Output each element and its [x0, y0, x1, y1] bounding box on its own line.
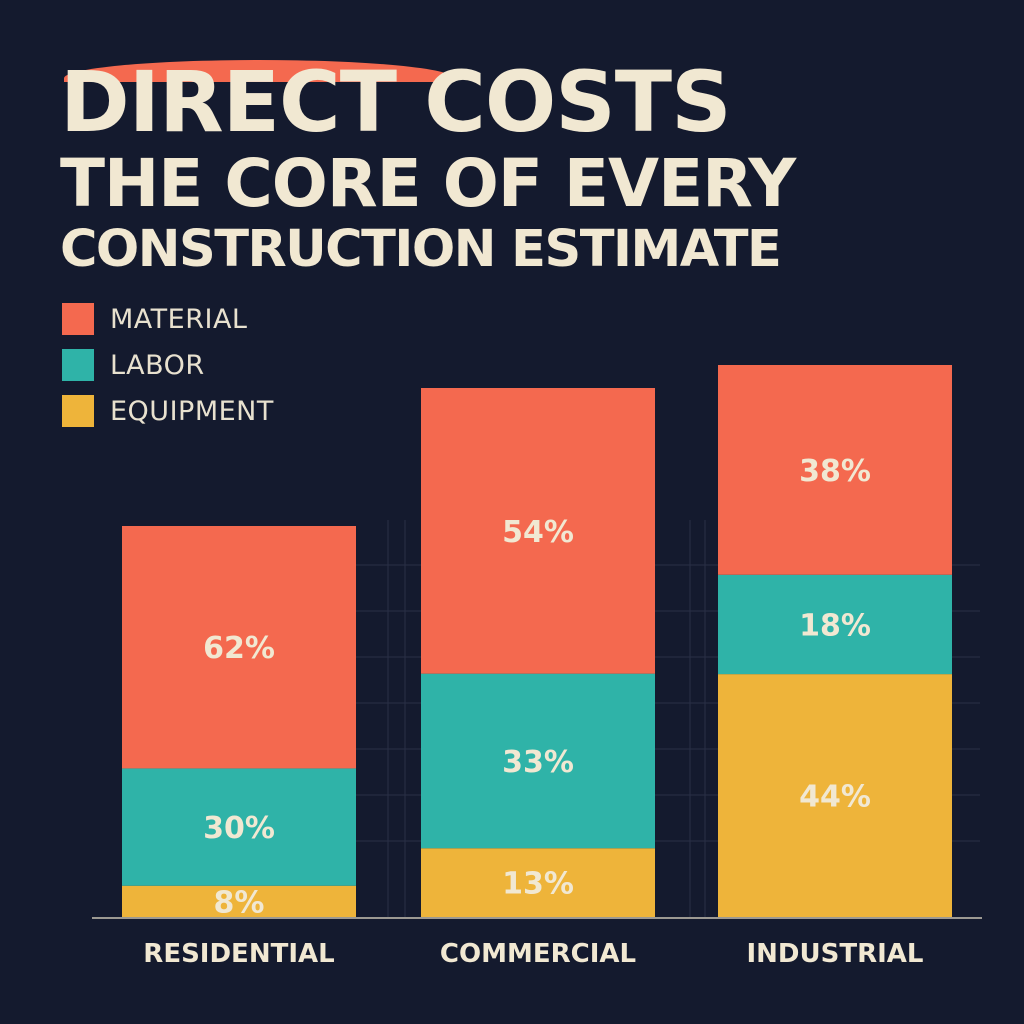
data-label-industrial-equipment: 44% — [799, 780, 871, 815]
data-label-commercial-material: 54% — [502, 515, 574, 550]
legend-item-material: MATERIAL — [62, 296, 274, 342]
title-accent-stroke — [64, 60, 454, 82]
bar-residential-material — [122, 526, 356, 769]
data-label-residential-equipment: 8% — [214, 885, 265, 920]
title-line-3: CONSTRUCTION ESTIMATE — [60, 220, 782, 279]
data-label-industrial-labor: 18% — [799, 608, 871, 643]
data-label-residential-labor: 30% — [203, 811, 275, 846]
legend-swatch-material — [62, 303, 94, 335]
data-label-commercial-equipment: 13% — [502, 867, 574, 902]
data-label-residential-material: 62% — [203, 631, 275, 666]
legend-item-labor: LABOR — [62, 342, 274, 388]
legend-label-material: MATERIAL — [110, 303, 248, 335]
legend-swatch-labor — [62, 349, 94, 381]
data-label-commercial-labor: 33% — [502, 745, 574, 780]
chart-title: DIRECT COSTS THE CORE OF EVERY CONSTRUCT… — [60, 58, 980, 280]
bar-commercial-labor — [421, 673, 655, 849]
category-label-residential: RESIDENTIAL — [143, 939, 334, 969]
bar-residential-labor — [122, 768, 356, 886]
bar-industrial-labor — [718, 574, 952, 675]
legend-swatch-equipment — [62, 395, 94, 427]
bar-industrial-equipment — [718, 674, 952, 917]
category-label-commercial: COMMERCIAL — [440, 939, 636, 969]
bar-commercial-material — [421, 388, 655, 674]
title-line-2: THE CORE OF EVERY — [60, 145, 796, 222]
legend: MATERIAL LABOR EQUIPMENT — [62, 296, 274, 434]
data-label-industrial-material: 38% — [799, 454, 871, 489]
legend-label-labor: LABOR — [110, 349, 205, 381]
title-line-1: DIRECT COSTS — [60, 53, 732, 151]
legend-label-equipment: EQUIPMENT — [110, 395, 274, 427]
category-label-industrial: INDUSTRIAL — [747, 939, 924, 969]
bar-residential-equipment — [122, 885, 356, 917]
bar-commercial-equipment — [421, 848, 655, 917]
legend-item-equipment: EQUIPMENT — [62, 388, 274, 434]
bar-industrial-material — [718, 365, 952, 575]
